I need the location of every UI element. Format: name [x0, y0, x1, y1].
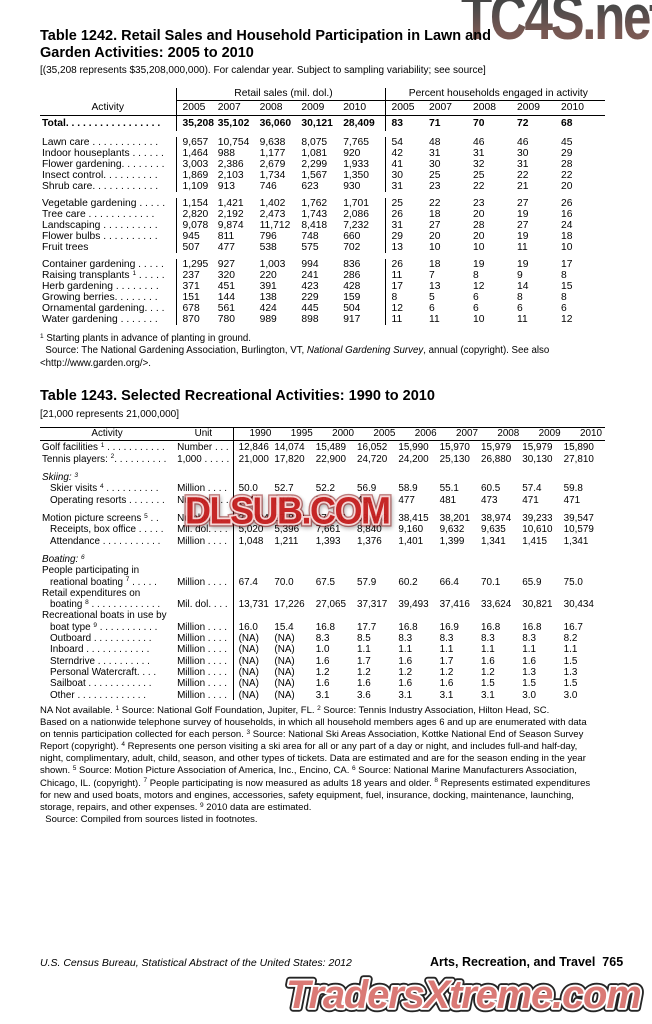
svg-text:TradersXtreme.com: TradersXtreme.com	[286, 973, 641, 1017]
svg-text:DLSUB.COM: DLSUB.COM	[185, 490, 389, 532]
